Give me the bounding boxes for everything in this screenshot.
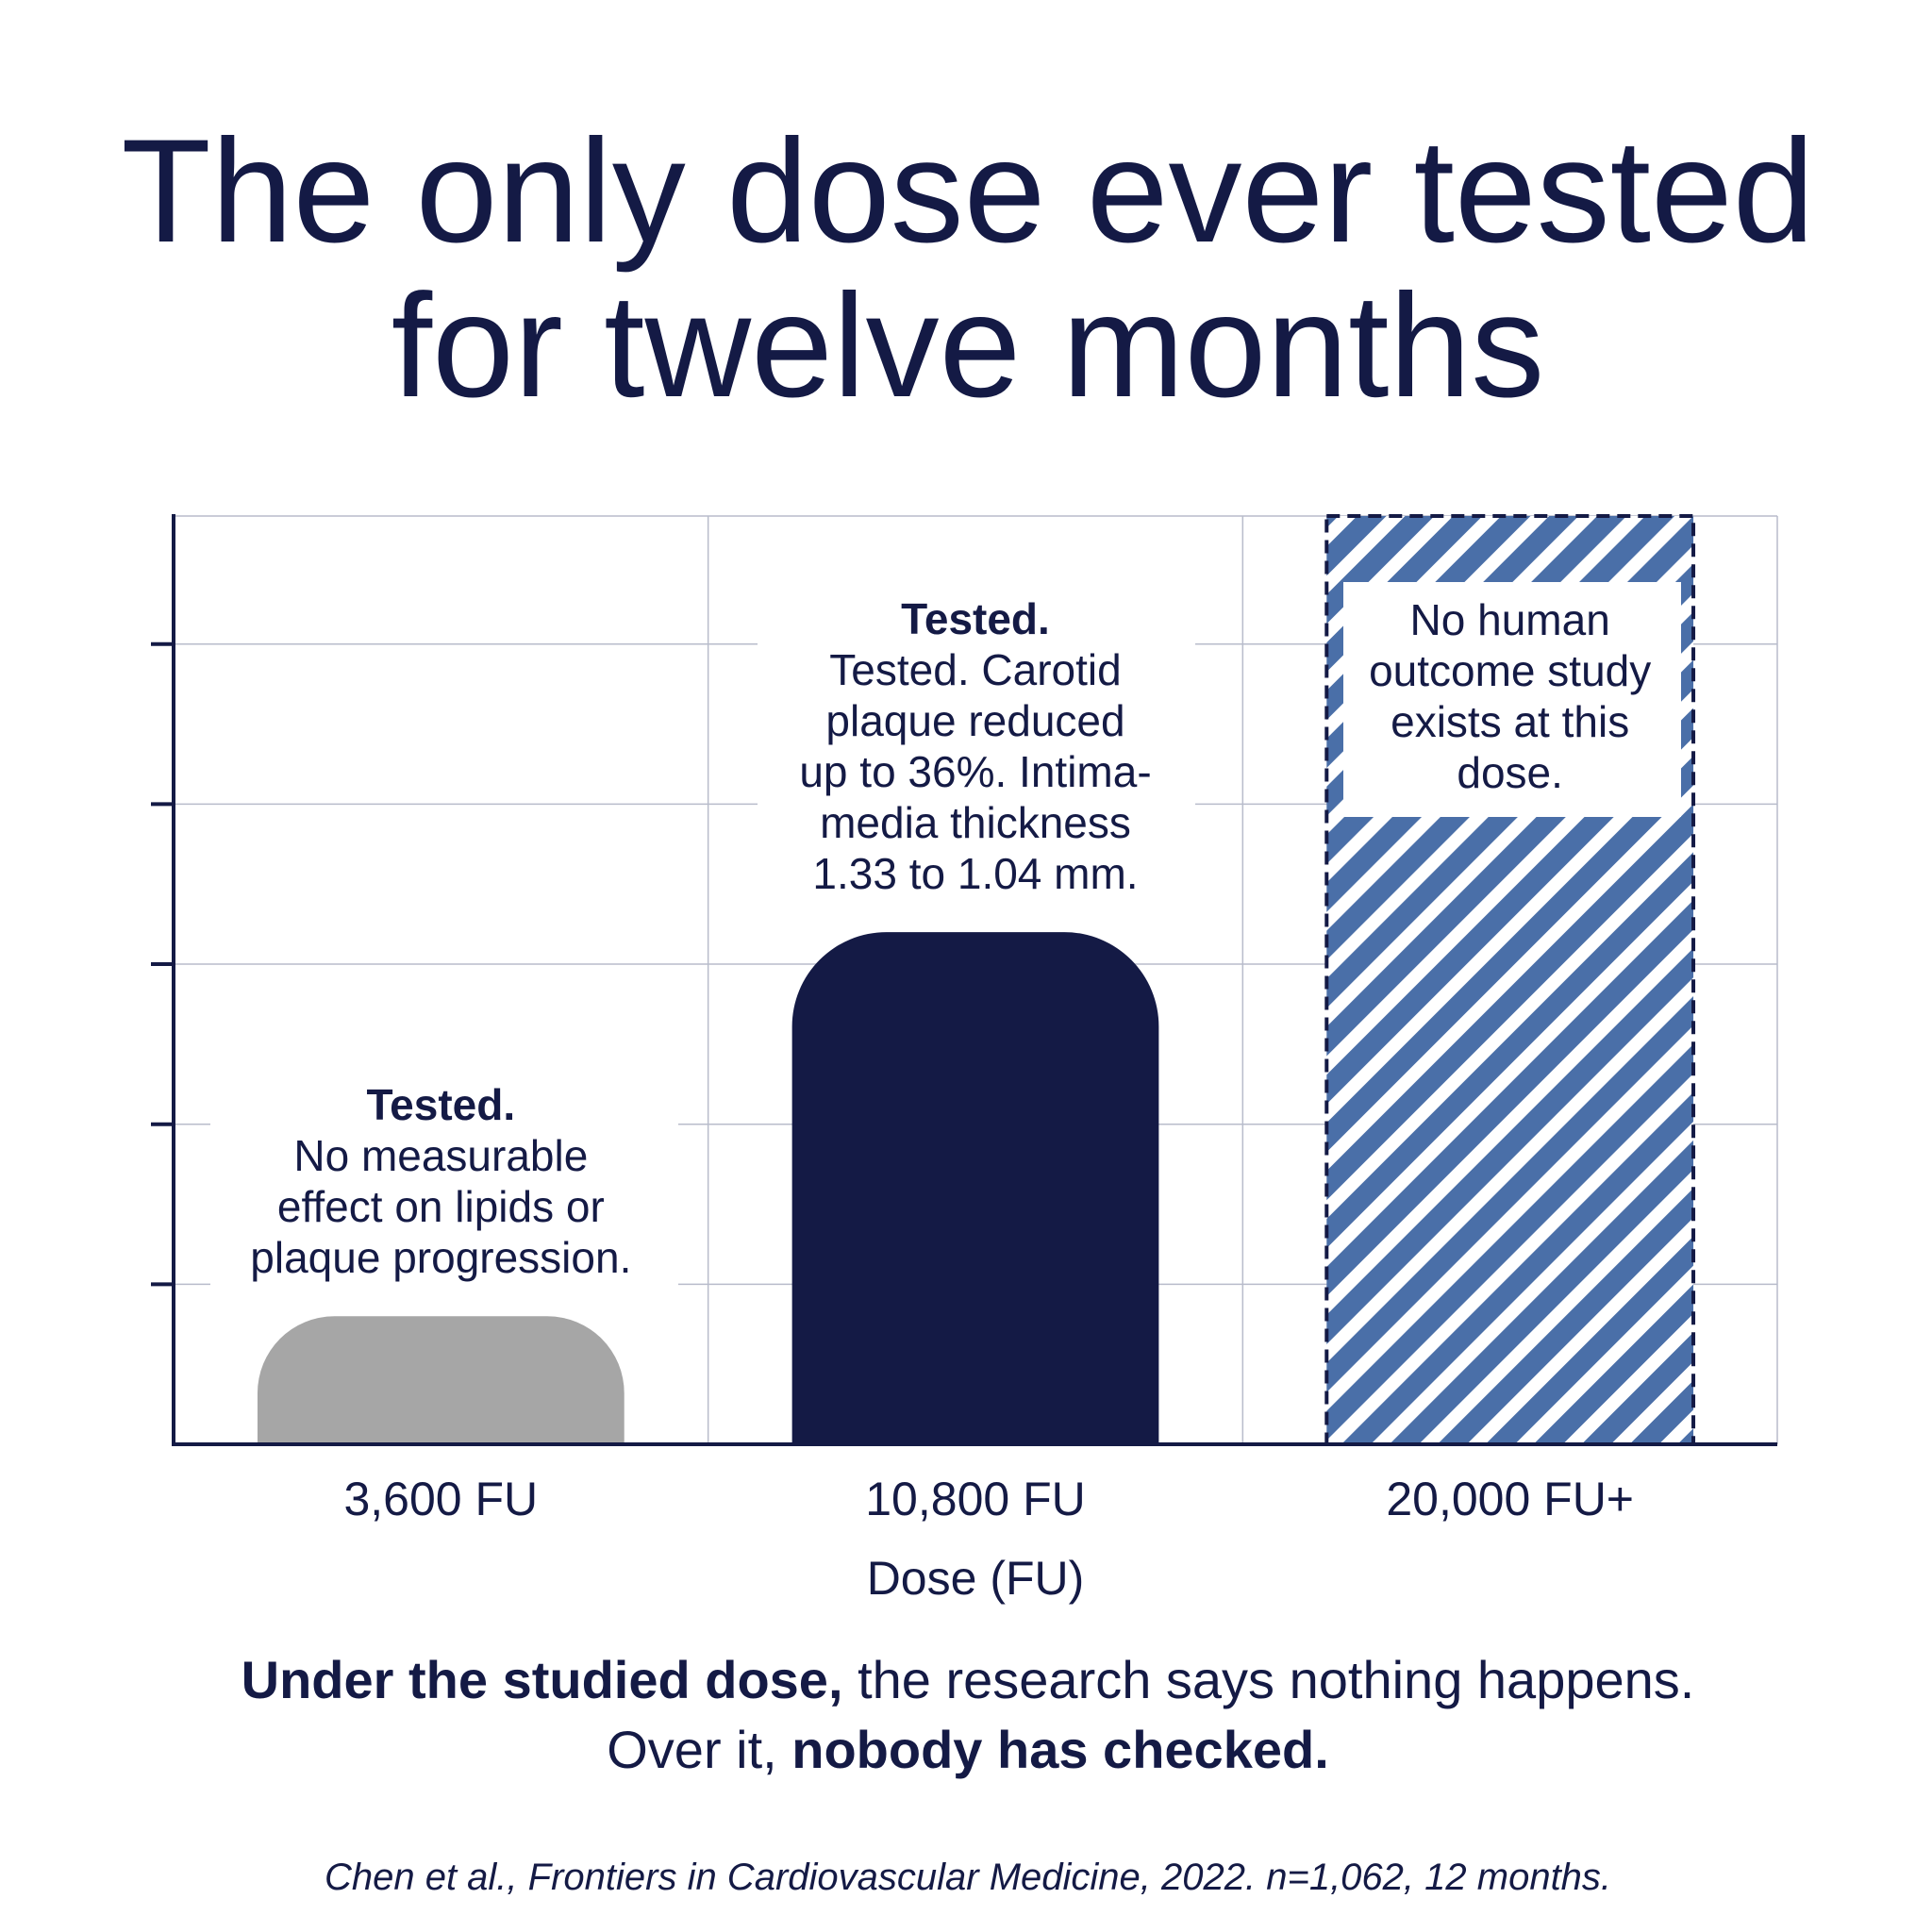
annotation-line: outcome study: [1369, 646, 1651, 695]
annotation-line: effect on lipids or: [277, 1182, 605, 1231]
x-tick-label: 20,000 FU+: [1386, 1473, 1634, 1525]
footer-segment: Over it,: [607, 1720, 791, 1779]
annotation-line: plaque progression.: [250, 1233, 631, 1282]
annotation-box: [210, 1066, 678, 1292]
footer-segment: nobody has checked.: [791, 1720, 1329, 1779]
bar: [791, 932, 1159, 1444]
bar: [257, 1316, 625, 1444]
x-tick-label: 3,600 FU: [343, 1473, 538, 1525]
annotation-line: No measurable: [293, 1131, 588, 1180]
annotation-heading: Tested.: [367, 1080, 516, 1129]
annotation-heading: Tested.: [901, 594, 1050, 643]
annotation-box: [1343, 582, 1681, 817]
chart-title: The only dose ever tested: [121, 109, 1814, 274]
annotation-line: dose.: [1457, 748, 1563, 797]
citation: Chen et al., Frontiers in Cardiovascular…: [325, 1857, 1611, 1898]
footer-segment: Under the studied dose,: [242, 1650, 843, 1709]
footer-line: Over it, nobody has checked.: [607, 1720, 1329, 1779]
annotation-line: No human: [1410, 595, 1610, 644]
annotation-line: Tested. Carotid: [829, 645, 1121, 694]
annotation-line: exists at this: [1391, 697, 1629, 746]
footer-line: Under the studied dose, the research say…: [242, 1650, 1695, 1709]
annotation-line: 1.33 to 1.04 mm.: [812, 849, 1138, 898]
annotation-line: media thickness: [820, 798, 1131, 847]
annotation-box: [758, 585, 1195, 910]
annotation-line: up to 36%. Intima-: [799, 747, 1151, 796]
x-axis-label: Dose (FU): [867, 1552, 1085, 1605]
annotation-line: plaque reduced: [825, 696, 1124, 745]
chart-title: for twelve months: [391, 264, 1544, 428]
footer-segment: the research says nothing happens.: [843, 1650, 1695, 1709]
x-tick-label: 10,800 FU: [865, 1473, 1085, 1525]
